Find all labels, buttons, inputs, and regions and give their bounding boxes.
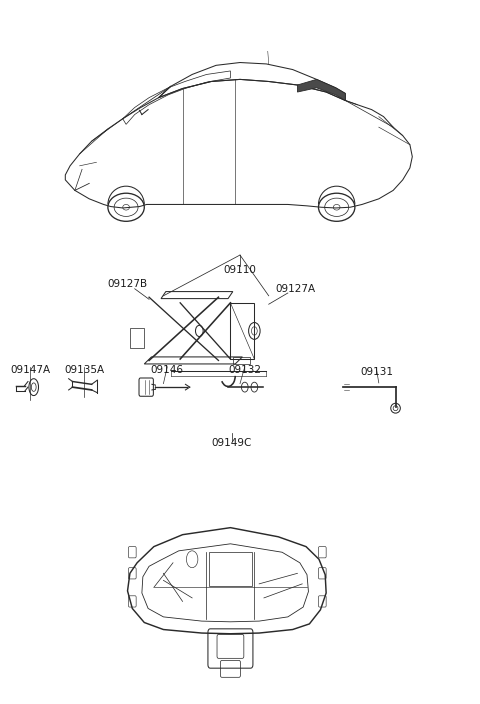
Text: 09127B: 09127B xyxy=(108,279,147,289)
Text: 09110: 09110 xyxy=(224,265,256,275)
Text: 09149C: 09149C xyxy=(212,439,252,448)
Polygon shape xyxy=(298,80,345,101)
Text: 09146: 09146 xyxy=(151,365,184,375)
Text: 09127A: 09127A xyxy=(275,284,315,294)
Bar xyxy=(130,328,144,348)
Text: 09147A: 09147A xyxy=(10,365,50,375)
Text: 09131: 09131 xyxy=(360,367,393,377)
Text: 09135A: 09135A xyxy=(64,365,105,375)
Text: 09132: 09132 xyxy=(228,365,261,375)
